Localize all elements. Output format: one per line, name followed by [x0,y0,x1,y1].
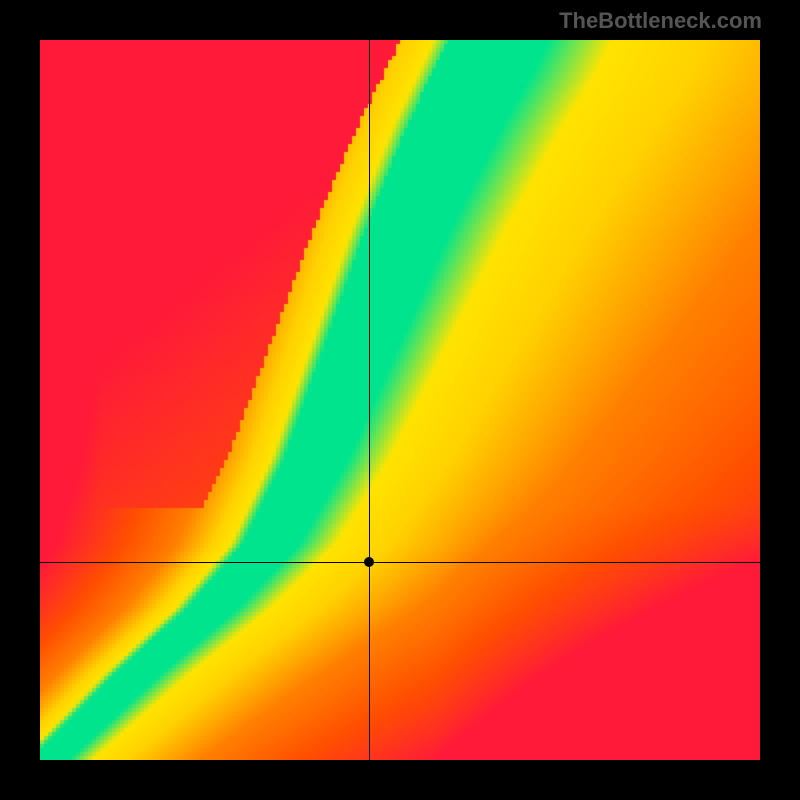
plot-area [40,40,760,760]
crosshair-marker [364,557,374,567]
attribution-text: TheBottleneck.com [559,8,762,34]
crosshair-horizontal [40,562,760,563]
heatmap-canvas [40,40,760,760]
chart-container: TheBottleneck.com [0,0,800,800]
crosshair-vertical [369,40,370,760]
